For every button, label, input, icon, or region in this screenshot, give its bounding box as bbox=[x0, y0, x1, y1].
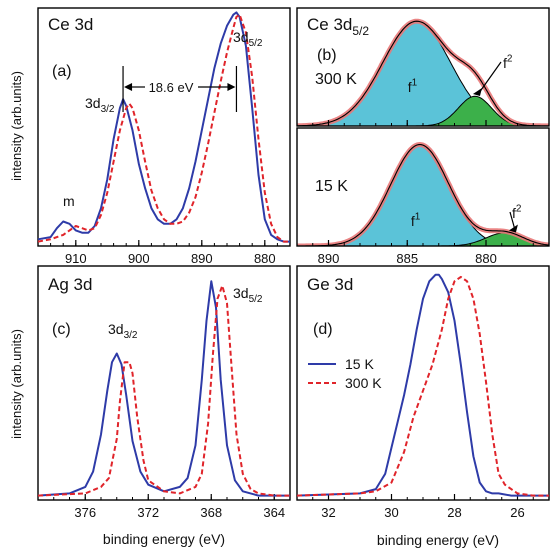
legend-label-1: 300 K bbox=[345, 375, 382, 391]
panel-a-title: Ce 3d bbox=[48, 15, 93, 34]
c-xtick-label-372: 372 bbox=[137, 505, 159, 520]
b1-xtick-label-880: 880 bbox=[475, 251, 497, 266]
legend: 15 K 300 K bbox=[308, 356, 382, 391]
d-xtick-label-32: 32 bbox=[321, 505, 335, 520]
arrowhead-f2-0 bbox=[472, 88, 482, 97]
annotation-3d52-c: 3d5/2 bbox=[233, 285, 263, 305]
d-series-300k bbox=[296, 275, 549, 497]
panel-a-label: (a) bbox=[52, 63, 72, 80]
d-xtick-label-28: 28 bbox=[447, 505, 461, 520]
c-xtick-label-376: 376 bbox=[74, 505, 96, 520]
panel-a-ce-3d: 910 900 890 880 Ce 3d (a) 3d3/2 3d5/2 m 18.6 eV bbox=[37, 7, 291, 266]
d-series-15k bbox=[296, 273, 549, 497]
panel-d-ge-3d: 32 30 28 26 Ge 3d (d) 15 K 300 K bbox=[296, 265, 550, 520]
a-series-300k bbox=[37, 13, 290, 243]
a-series-15k bbox=[37, 11, 290, 243]
split-arrowhead-left bbox=[124, 83, 133, 91]
annotation-m: m bbox=[63, 193, 75, 209]
legend-label-0: 15 K bbox=[345, 356, 374, 372]
panel-c-ag-3d: 376 372 368 364 Ag 3d (c) 3d3/2 3d5/2 bbox=[37, 265, 291, 520]
y-axis-label-top: intensity (arb.units) bbox=[9, 71, 24, 181]
panel-b-temp-1: 15 K bbox=[315, 178, 348, 195]
a-xtick-label-880: 880 bbox=[254, 251, 276, 266]
split-arrowhead-right bbox=[227, 83, 236, 91]
label-f1-0: f1 bbox=[408, 78, 418, 95]
annotation-3d52-a: 3d5/2 bbox=[233, 29, 263, 49]
a-xtick-label-890: 890 bbox=[191, 251, 213, 266]
panel-b-temp-0: 300 K bbox=[315, 71, 357, 88]
arrow-f2-1 bbox=[509, 211, 516, 230]
panel-b-ce-3d52-fits: 300 K f1 f2 890 885 880 15 K f1 f2 Ce 3d5/2 (b) bbox=[296, 7, 550, 266]
arrow-f2-0 bbox=[478, 61, 502, 94]
panel-c-label: (c) bbox=[52, 321, 71, 338]
panel-b-title: Ce 3d5/2 bbox=[307, 15, 369, 38]
annotation-splitting: 18.6 eV bbox=[149, 80, 194, 95]
arrowhead-f2-1 bbox=[508, 224, 518, 233]
panel-d-title: Ge 3d bbox=[307, 275, 353, 294]
label-f1-1: f1 bbox=[411, 212, 421, 229]
d-xtick-label-26: 26 bbox=[510, 505, 524, 520]
c-series-300k bbox=[37, 284, 290, 497]
label-f2-0: f2 bbox=[503, 54, 513, 71]
label-f2-1: f2 bbox=[512, 204, 522, 221]
c-xtick-label-368: 368 bbox=[200, 505, 222, 520]
b1-xtick-label-890: 890 bbox=[318, 251, 340, 266]
c-series-15k bbox=[37, 280, 290, 497]
y-axis-label-bottom: intensity (arb.units) bbox=[9, 329, 24, 439]
c-xtick-label-364: 364 bbox=[263, 505, 285, 520]
b1-xtick-label-885: 885 bbox=[396, 251, 418, 266]
panel-c-title: Ag 3d bbox=[48, 275, 92, 294]
annotation-3d32-a: 3d3/2 bbox=[85, 95, 115, 115]
a-xtick-label-900: 900 bbox=[128, 251, 150, 266]
d-xtick-label-30: 30 bbox=[384, 505, 398, 520]
panel-b-label: (b) bbox=[317, 47, 337, 64]
x-axis-label-left: binding energy (eV) bbox=[103, 531, 225, 547]
annotation-3d32-c: 3d3/2 bbox=[108, 321, 138, 341]
a-xtick-label-910: 910 bbox=[65, 251, 87, 266]
x-axis-label-right: binding energy (eV) bbox=[377, 532, 499, 548]
panel-d-label: (d) bbox=[313, 321, 333, 338]
